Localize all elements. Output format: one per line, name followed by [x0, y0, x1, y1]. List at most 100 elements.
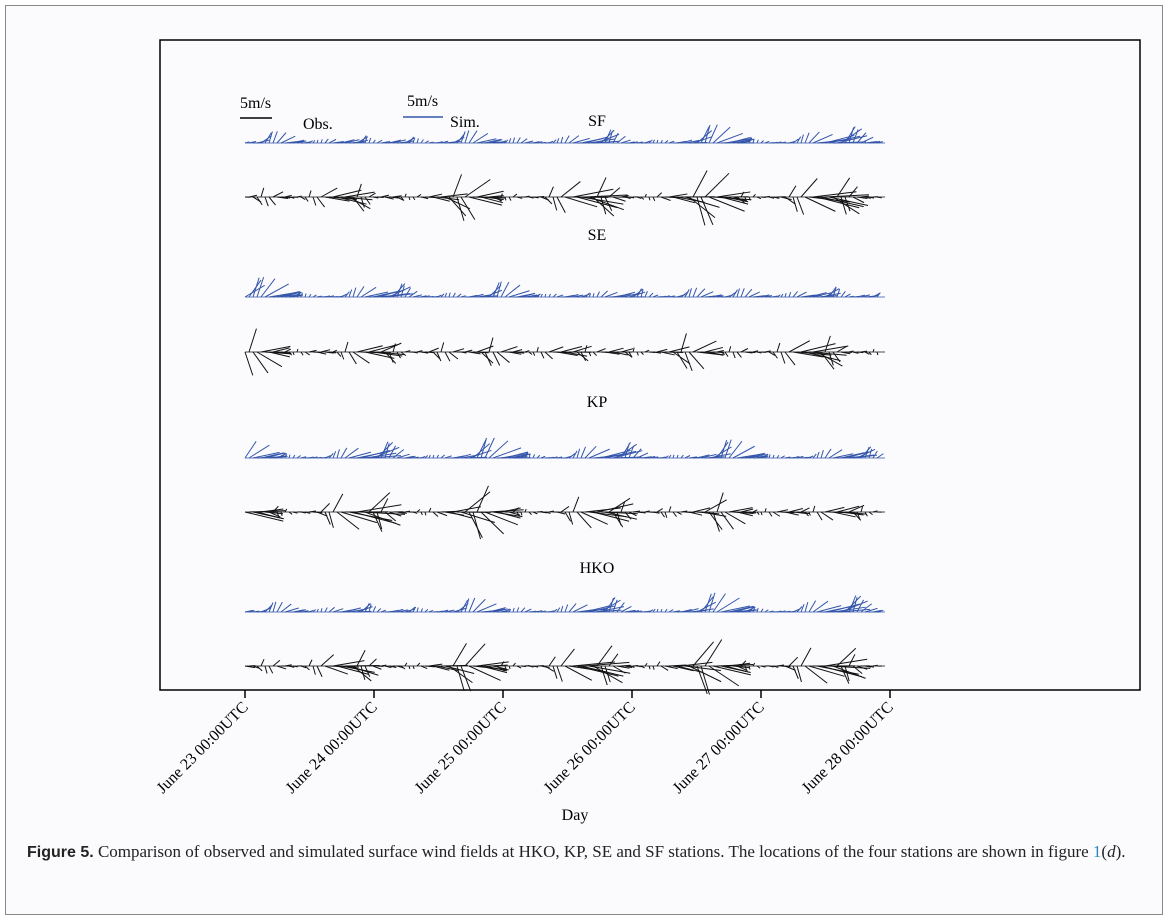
wind-vector: [472, 511, 482, 540]
figure-ref[interactable]: 1: [1092, 842, 1102, 861]
wind-vector: [568, 294, 579, 298]
wind-vector: [376, 351, 405, 356]
wind-vector: [404, 608, 415, 613]
wind-vector: [760, 511, 763, 516]
wind-vector: [460, 599, 469, 613]
wind-vector: [256, 665, 263, 672]
wind-vector: [720, 605, 751, 613]
wind-vector: [280, 196, 291, 199]
wind-vector: [744, 606, 756, 613]
wind-vector: [576, 351, 589, 362]
wind-vector: [412, 351, 418, 354]
wind-vector: [432, 665, 450, 671]
wind-vector: [420, 295, 427, 298]
wind-vector: [828, 286, 837, 298]
wind-vector: [848, 504, 865, 513]
wind-vector: [420, 665, 428, 670]
wind-vector: [444, 196, 471, 210]
wind-vector: [544, 293, 547, 298]
wind-vector: [468, 597, 476, 613]
wind-vector: [604, 291, 618, 298]
wind-vector: [464, 130, 470, 144]
wind-vector: [772, 295, 778, 298]
caption-text: Comparison of observed and simulated sur…: [97, 842, 1093, 861]
wind-vector: [752, 350, 759, 353]
wind-vector: [724, 196, 749, 203]
wind-vector: [420, 511, 423, 516]
wind-vector: [448, 292, 451, 298]
wind-vector: [276, 601, 283, 613]
wind-vector: [564, 135, 570, 144]
wind-vector: [672, 610, 680, 613]
wind-vector: [436, 511, 448, 517]
wind-vector: [548, 656, 556, 667]
wind-vector: [728, 440, 743, 459]
wind-vector: [300, 665, 307, 669]
wind-vector: [704, 593, 712, 613]
wind-vector: [852, 351, 859, 354]
wind-vector: [264, 452, 285, 459]
wind-vector: [768, 351, 776, 356]
wind-vector: [500, 346, 518, 353]
x-tick-label: June 28 00:00UTC: [799, 699, 897, 797]
wind-vector: [284, 453, 288, 459]
wind-vector: [288, 665, 295, 668]
wind-vector: [704, 346, 724, 353]
wind-vector: [596, 606, 625, 613]
wind-vector: [628, 665, 635, 668]
wind-vector: [580, 351, 587, 361]
wind-vector: [716, 132, 744, 144]
wind-vector: [596, 645, 613, 667]
wind-vector: [412, 511, 418, 514]
wind-vector: [864, 196, 871, 199]
wind-vector: [328, 295, 335, 298]
wind-vector: [296, 609, 306, 613]
wind-vector: [520, 665, 527, 668]
wind-vector: [556, 456, 563, 459]
wind-vector: [876, 292, 881, 298]
wind-vector: [476, 138, 497, 144]
wind-vector: [260, 607, 271, 613]
wind-vector: [368, 604, 372, 613]
wind-vector: [508, 665, 511, 670]
wind-vector: [604, 597, 616, 613]
wind-vector: [756, 139, 759, 144]
wind-vector: [512, 349, 523, 353]
wind-vector: [420, 139, 424, 144]
wind-vector: [360, 449, 390, 459]
wind-vector: [672, 665, 694, 672]
wind-vector: [268, 351, 290, 358]
wind-vector: [792, 456, 800, 459]
wind-vector: [628, 511, 637, 517]
wind-vector: [340, 293, 347, 298]
wind-vector: [296, 140, 307, 144]
wind-vector: [800, 134, 804, 144]
wind-vector: [816, 511, 823, 521]
wind-vector: [336, 351, 342, 357]
wind-vector: [408, 455, 416, 459]
wind-vector: [728, 136, 751, 144]
wind-vector: [252, 351, 269, 374]
wind-vector: [708, 665, 740, 687]
wind-vector: [428, 454, 431, 459]
wind-vector: [532, 351, 536, 356]
wind-vector: [308, 659, 313, 667]
wind-vector: [636, 610, 642, 613]
wind-vector: [572, 496, 580, 513]
wind-vector: [496, 196, 502, 202]
wind-vector: [832, 511, 856, 518]
wind-vector: [600, 196, 607, 215]
wind-vector: [300, 610, 309, 613]
wind-vector: [572, 450, 578, 459]
wind-vector: [448, 511, 472, 519]
wind-vector: [328, 453, 334, 459]
wind-vector: [404, 193, 407, 198]
wind-vector: [788, 185, 797, 198]
wind-vector: [808, 351, 847, 356]
caption: Figure 5. Comparison of observed and sim…: [27, 840, 1137, 865]
wind-vector: [284, 348, 292, 353]
wind-vector: [860, 294, 870, 298]
wind-vector: [848, 595, 857, 613]
wind-vector: [244, 441, 257, 459]
wind-vector: [768, 454, 771, 459]
